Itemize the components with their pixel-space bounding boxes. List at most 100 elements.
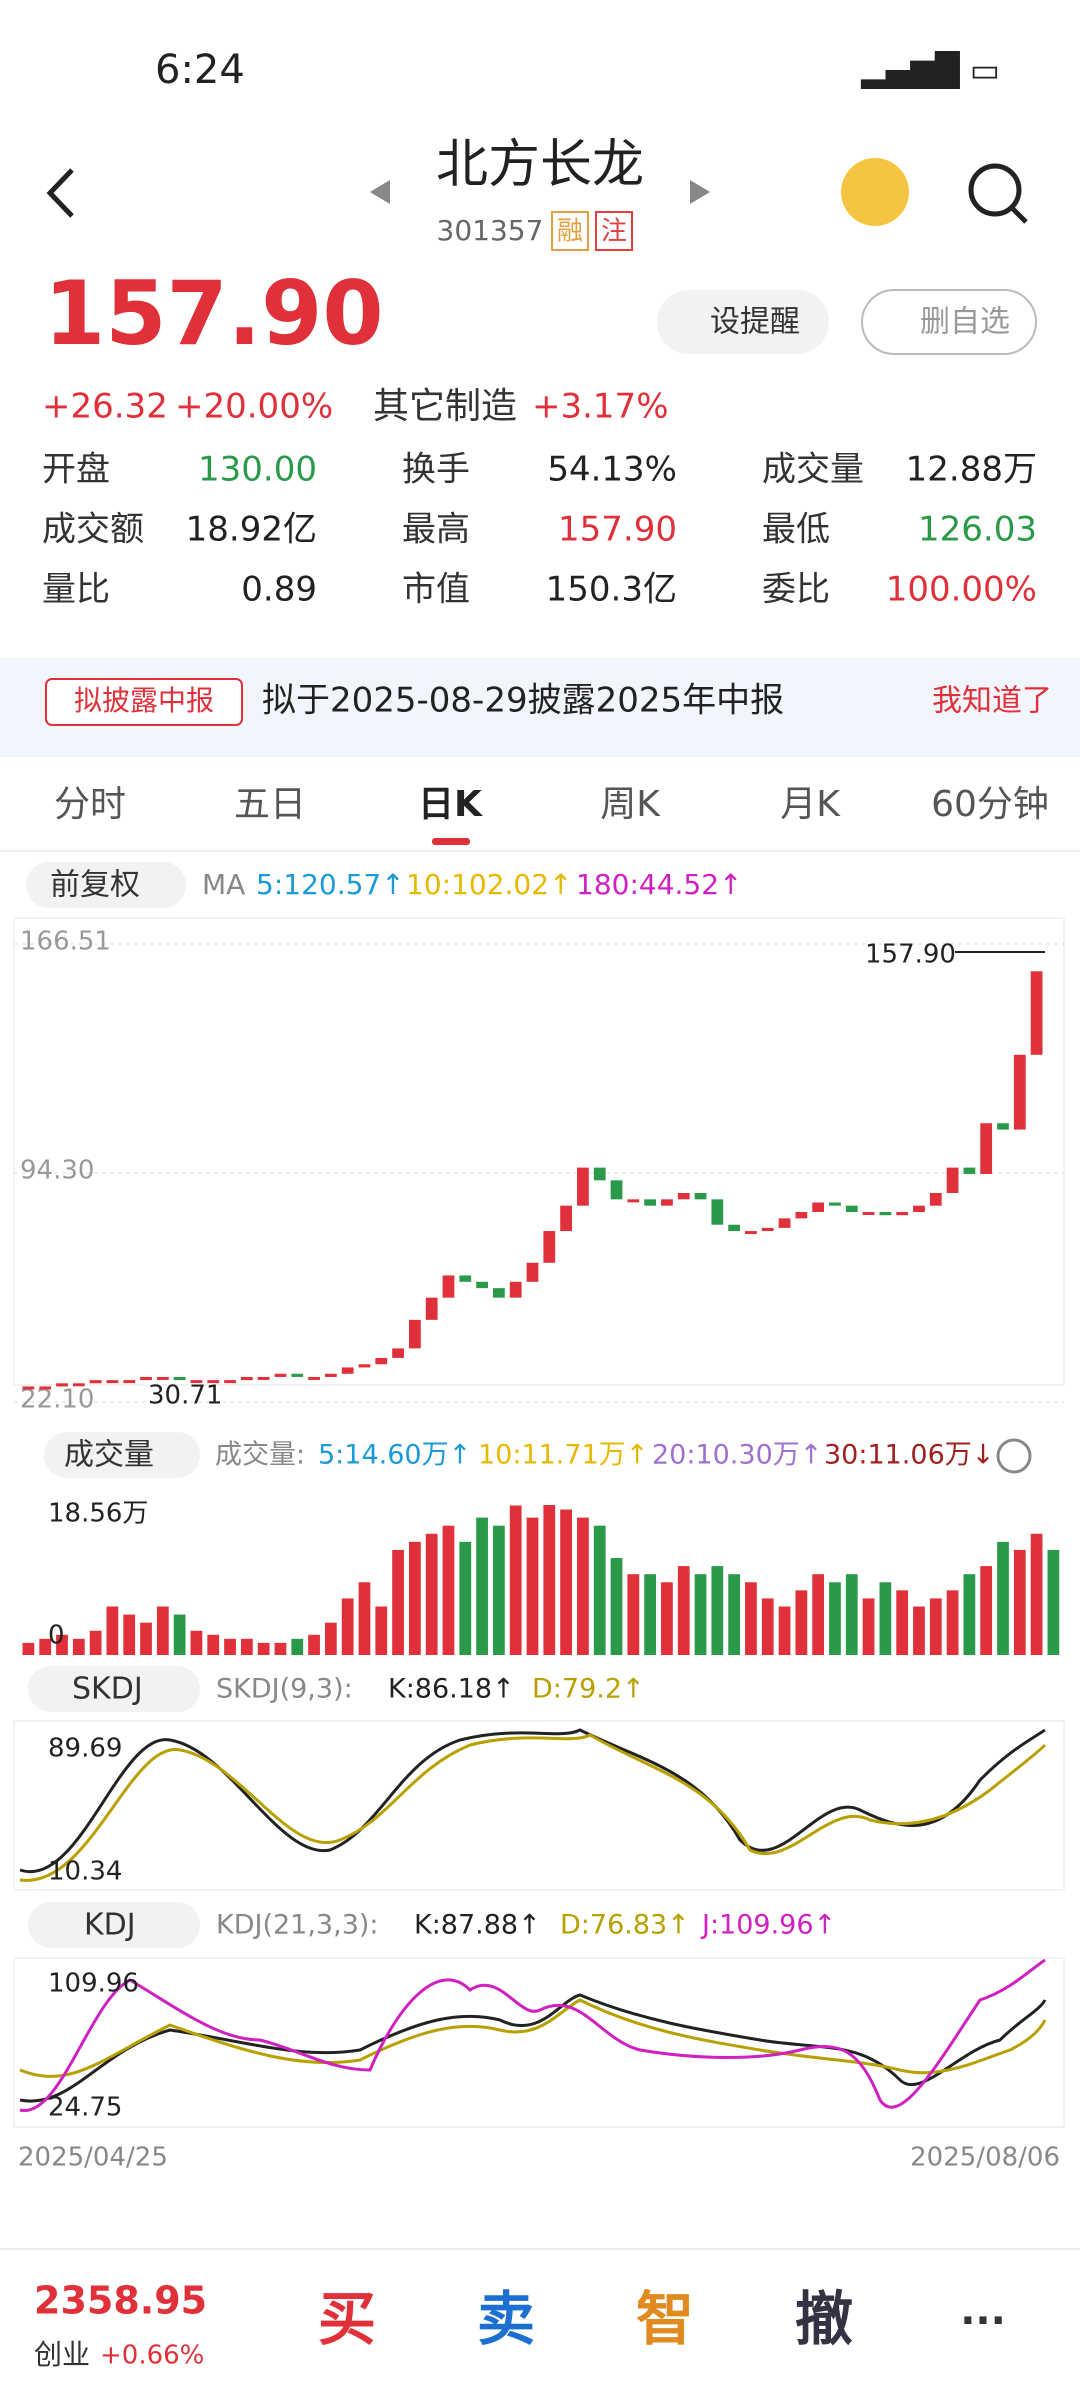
candle — [358, 1364, 371, 1368]
tab[interactable]: 分时 — [54, 784, 126, 825]
tab[interactable]: 日K — [418, 784, 483, 825]
skdj-params: SKDJ(9,3): — [216, 1674, 353, 1705]
stat-label: 市值 — [402, 570, 470, 610]
candle — [308, 1376, 320, 1380]
action-button[interactable]: 撤 — [795, 2285, 853, 2353]
volume-bar — [795, 1590, 808, 1655]
status-icons: ▂▄▆█ ▭ — [860, 50, 1000, 89]
candle — [610, 1180, 623, 1200]
y-tick-label: 22.10 — [20, 1385, 94, 1415]
skdj-d: D:79.2↑ — [532, 1674, 645, 1705]
skdj-selector[interactable] — [28, 1666, 200, 1712]
status-time: 6:24 — [155, 47, 245, 93]
start-date: 2025/04/25 — [18, 2143, 168, 2173]
volume-bar — [442, 1525, 455, 1655]
prev-stock[interactable] — [370, 180, 390, 204]
candle — [913, 1205, 925, 1213]
candle — [274, 1373, 287, 1377]
volume-bar — [913, 1606, 925, 1655]
change-pct: +20.00% — [175, 387, 333, 427]
volume-bar — [308, 1634, 320, 1655]
candle — [929, 1192, 942, 1206]
mascot-icon[interactable] — [841, 158, 909, 226]
kdj-d: D:76.83↑ — [560, 1910, 690, 1941]
candle — [140, 1376, 152, 1381]
stat-label: 成交额 — [42, 510, 144, 550]
candle — [661, 1199, 673, 1206]
candle — [694, 1192, 707, 1200]
volume-bar — [728, 1574, 741, 1655]
low-label: 30.71 — [148, 1381, 222, 1411]
high-label: 157.90 — [865, 940, 956, 970]
kdj-top: 109.96 — [48, 1969, 139, 1999]
candle — [56, 1383, 68, 1387]
price: 157.90 — [44, 262, 384, 365]
stat-label: 成交量 — [762, 450, 864, 490]
candle — [862, 1212, 875, 1216]
volume-selector[interactable] — [44, 1432, 200, 1478]
index-pct: +0.66% — [100, 2341, 204, 2371]
kdj-j: J:109.96↑ — [700, 1910, 836, 1941]
tag: 注 — [601, 217, 627, 247]
banner-tag: 拟披露中报 — [74, 684, 214, 717]
candle — [1030, 971, 1043, 1055]
stat-value: 100.00% — [886, 570, 1037, 610]
candle — [526, 1262, 539, 1282]
tab[interactable]: 60分钟 — [931, 784, 1049, 825]
next-stock[interactable] — [690, 180, 710, 204]
search-icon[interactable] — [968, 163, 1022, 217]
tab-indicator — [432, 838, 470, 845]
candle — [341, 1367, 354, 1374]
candle — [459, 1275, 472, 1282]
volume-bar — [324, 1622, 337, 1655]
volume-bar — [610, 1558, 623, 1655]
sector-pct: +3.17% — [532, 387, 669, 427]
volume-bar — [997, 1541, 1009, 1655]
kdj-frame — [13, 1957, 1065, 2128]
tab[interactable]: 月K — [780, 784, 841, 825]
volume-bar — [408, 1541, 421, 1655]
volume-bar — [812, 1574, 825, 1655]
volume-bar — [745, 1582, 757, 1655]
sector: 其它制造 — [373, 386, 517, 427]
volume-bar — [644, 1574, 657, 1655]
stock-code: 301357 — [437, 214, 544, 247]
back-button[interactable] — [46, 168, 74, 218]
stat-value: 157.90 — [558, 510, 677, 550]
candle — [980, 1123, 993, 1174]
candle — [392, 1348, 404, 1358]
volume-bar — [358, 1582, 371, 1655]
tab[interactable]: 周K — [600, 784, 661, 825]
index-name: 创业 — [34, 2338, 90, 2371]
volume-bar — [476, 1517, 488, 1655]
tab[interactable]: 五日 — [234, 784, 306, 825]
volume-selector-label: 成交量 — [64, 1438, 154, 1473]
stat-value: 0.89 — [241, 570, 317, 610]
candle — [106, 1380, 119, 1384]
stat-label: 开盘 — [42, 450, 110, 490]
action-button[interactable]: 卖 — [477, 2285, 535, 2353]
y-tick-label: 166.51 — [20, 927, 111, 957]
adj-selector[interactable] — [26, 862, 186, 908]
candle — [560, 1205, 572, 1232]
kdj-selector[interactable] — [28, 1902, 200, 1948]
kdj-k: K:87.88↑ — [414, 1910, 541, 1941]
adj-label: 前复权 — [50, 868, 140, 903]
action-button[interactable]: ··· — [960, 2298, 1006, 2344]
search-icon-handle — [1010, 206, 1028, 224]
y-tick-label: 94.30 — [20, 1156, 94, 1186]
stat-label: 换手 — [402, 450, 470, 490]
action-button[interactable]: 智 — [636, 2285, 694, 2353]
volume-bar — [560, 1509, 572, 1655]
settings-icon[interactable] — [996, 1438, 1032, 1474]
candle — [39, 1386, 52, 1390]
candle — [1013, 1054, 1026, 1130]
stat-value: 12.88万 — [906, 450, 1037, 490]
banner-action[interactable]: 我知道了 — [932, 684, 1052, 719]
remove-button[interactable] — [861, 289, 1037, 355]
action-button[interactable]: 买 — [318, 2285, 376, 2353]
skdj-d-line — [19, 1733, 1047, 1882]
alert-button[interactable] — [657, 290, 829, 354]
volume-bar — [1047, 1549, 1060, 1655]
